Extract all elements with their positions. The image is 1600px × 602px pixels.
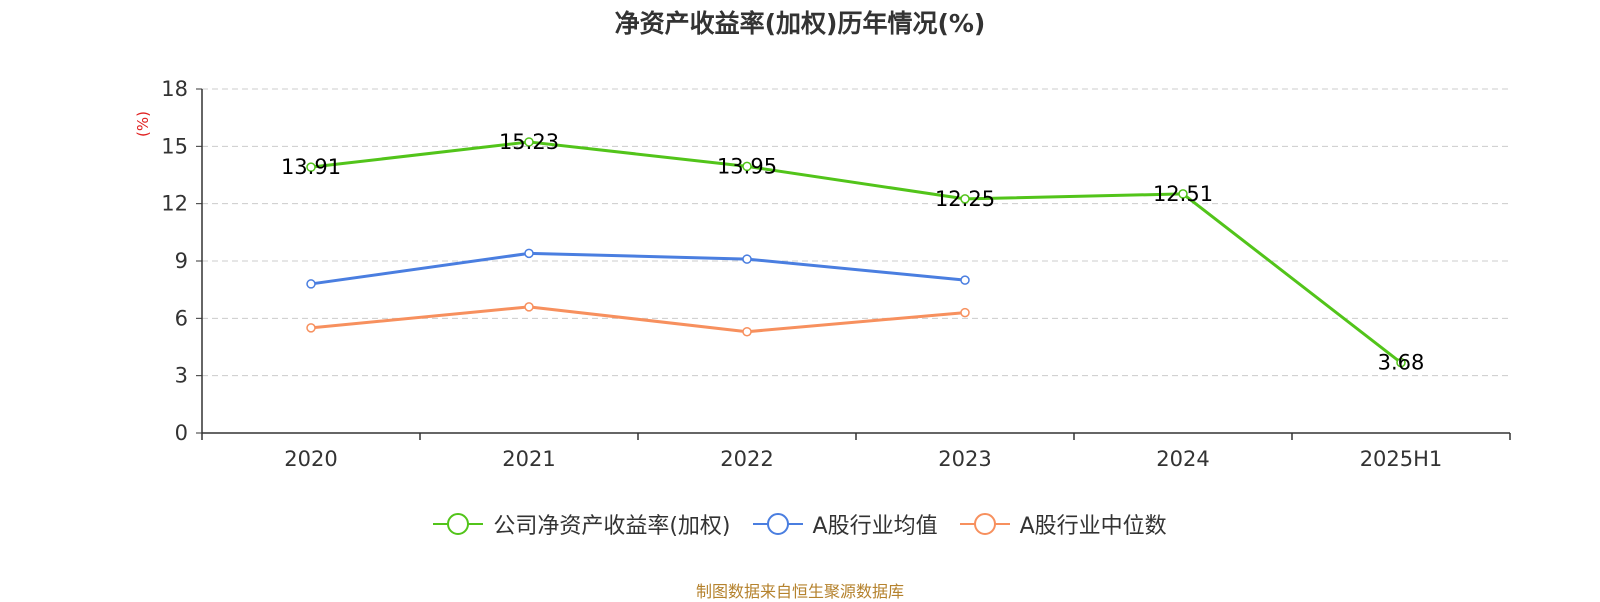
legend-symbol-icon [433, 513, 484, 535]
data-point[interactable] [524, 248, 534, 259]
legend-symbol-icon [959, 513, 1010, 535]
data-point[interactable] [742, 254, 752, 264]
x-tick-label: 2024 [1156, 447, 1209, 471]
grid-layer [202, 88, 1510, 377]
y-axis-label: (%) [134, 111, 152, 137]
legend-item[interactable]: A股行业均值 [752, 508, 938, 540]
x-tick-label: 2020 [284, 447, 337, 471]
x-tick-label: 2025H1 [1360, 447, 1443, 471]
data-label: 12.25 [935, 187, 995, 211]
data-label: 15.23 [499, 130, 559, 154]
data-point[interactable] [524, 302, 534, 312]
y-tick-label: 9 [175, 249, 188, 273]
x-tick-label: 2021 [502, 447, 555, 471]
series-line-0 [310, 140, 1402, 364]
y-tick-label: 15 [161, 134, 188, 158]
legend-marker [973, 513, 996, 535]
y-tick-label: 3 [175, 364, 188, 388]
data-label-layer: 13.91 15.23 13.95 12.25 12.51 3.68 [281, 130, 1424, 375]
legend-marker [447, 513, 470, 535]
x-tick-label: 2023 [938, 447, 991, 471]
x-tick-label: 2022 [720, 447, 773, 471]
data-point[interactable] [960, 275, 970, 285]
chart-title: 净资产收益率(加权)历年情况(%) [614, 9, 986, 38]
data-point[interactable] [306, 162, 316, 172]
legend-label: A股行业均值 [812, 514, 938, 539]
series-line-2 [310, 305, 966, 334]
legend-label: 公司净资产收益率(加权) [493, 514, 731, 539]
y-tick-label: 12 [161, 192, 188, 216]
y-tick-label: 18 [161, 77, 188, 101]
axis-layer: 0 3 6 9 12 15 18 2020 2021 2022 2023 2024 2025H1 [161, 77, 1511, 471]
y-tick-label: 0 [175, 421, 188, 445]
data-label: 12.51 [1153, 182, 1213, 206]
data-point[interactable] [524, 137, 534, 147]
source-note: 制图数据来自恒生聚源数据库 [695, 582, 904, 601]
series-line-1 [310, 251, 966, 286]
data-point[interactable] [1396, 357, 1406, 368]
data-point[interactable] [306, 323, 316, 333]
series-layer [306, 137, 1406, 368]
legend-label: A股行业中位数 [1019, 514, 1167, 539]
data-point[interactable] [1178, 189, 1188, 199]
legend-marker [766, 513, 789, 535]
legend-item[interactable]: 公司净资产收益率(加权) [433, 508, 731, 540]
legend-item[interactable]: A股行业中位数 [959, 508, 1167, 540]
data-point[interactable] [306, 279, 316, 289]
data-label: 13.91 [281, 155, 341, 179]
y-tick-label: 6 [175, 306, 188, 330]
data-point[interactable] [960, 194, 970, 204]
data-label: 3.68 [1378, 351, 1425, 375]
data-point[interactable] [742, 161, 752, 172]
data-label: 13.95 [717, 154, 777, 178]
legend: 公司净资产收益率(加权) A股行业均值 A股行业中位数 [0, 508, 1600, 540]
legend-symbol-icon [752, 513, 803, 535]
data-point[interactable] [742, 326, 752, 337]
data-point[interactable] [960, 307, 970, 318]
